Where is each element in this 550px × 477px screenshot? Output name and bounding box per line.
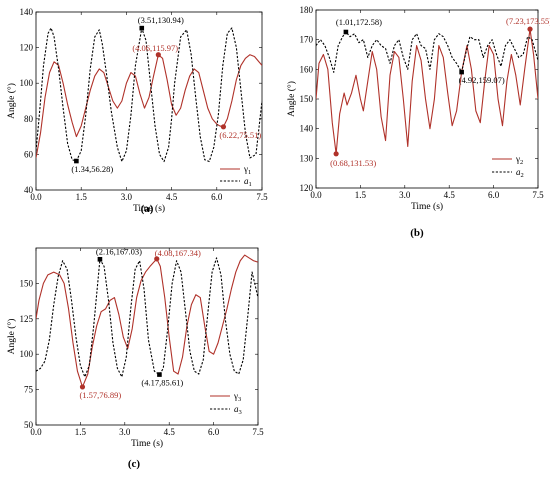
y-axis-label: Angle (°) <box>6 319 17 355</box>
x-tick-label: 7.5 <box>252 427 264 437</box>
legend-entry: a3 <box>234 404 242 416</box>
annotation-label: (4.17,85.61) <box>141 378 183 388</box>
chart-panel-a: 0.0 1.5 3.0 4.5 6.0 7.5 40 60 80 100 120 140 Time (s… <box>6 7 268 215</box>
y-tick-label: 80 <box>24 114 34 124</box>
y-axis-label: Angle (°) <box>286 81 297 117</box>
panel-caption: (c) <box>128 458 141 470</box>
annotation-label: (6.22,75.51) <box>219 130 261 140</box>
x-tick-label: 6.0 <box>208 427 220 437</box>
annotation-marker <box>220 124 227 130</box>
x-tick-label: 3.0 <box>121 192 133 202</box>
annotation-label: (2.16,167.03) <box>96 246 142 256</box>
plot-frame <box>35 11 263 191</box>
y-tick-label: 170 <box>300 35 314 45</box>
annotation-marker <box>527 26 533 32</box>
annotation-label: (7.23,173.55) <box>506 16 550 26</box>
y-tick-label: 50 <box>24 420 34 430</box>
annotation-marker <box>157 372 162 377</box>
y-tick-label: 75 <box>24 385 34 395</box>
series-line-γ3 <box>36 254 258 388</box>
x-tick-label: 4.5 <box>166 192 178 202</box>
annotation-marker <box>343 29 349 35</box>
annotation-label: (3.51,130.94) <box>138 15 184 25</box>
x-tick-label: 0.0 <box>30 427 42 437</box>
annotation-label: (4.92,159.07) <box>459 75 505 85</box>
y-tick-label: 150 <box>20 278 34 288</box>
x-tick-label: 1.5 <box>355 190 367 200</box>
panel-caption: (a) <box>141 203 154 215</box>
y-tick-label: 40 <box>24 185 34 195</box>
x-axis-label: Time (s) <box>411 201 443 212</box>
y-tick-label: 125 <box>20 314 34 324</box>
x-tick-label: 0.0 <box>310 190 322 200</box>
x-axis-label: Time (s) <box>133 203 165 214</box>
annotation-marker <box>139 25 145 31</box>
annotation-label: (0.68,131.53) <box>330 158 376 168</box>
y-tick-label: 60 <box>24 149 34 159</box>
chart-panel-c: 0.0 1.5 3.0 4.5 6.0 7.5 50 75 100 125 150 Time (s) A… <box>6 246 264 470</box>
legend-entry: γ1 <box>243 164 251 176</box>
series-line-a3 <box>36 257 258 378</box>
x-tick-label: 7.5 <box>256 192 268 202</box>
y-tick-label: 160 <box>300 64 314 74</box>
annotation-label: (1.01,172.58) <box>336 17 382 27</box>
x-axis-label: Time (s) <box>131 438 163 449</box>
annotation-marker <box>79 384 86 390</box>
annotation-marker <box>155 52 161 58</box>
panel-caption: (b) <box>410 227 424 239</box>
legend-entry: γ2 <box>515 154 523 166</box>
series-group <box>36 254 258 388</box>
series-line-γ2 <box>316 28 538 155</box>
x-tick-label: 4.5 <box>164 427 176 437</box>
series-group <box>36 27 262 163</box>
y-tick-label: 100 <box>20 78 34 88</box>
y-tick-label: 150 <box>300 94 314 104</box>
legend-entry: a2 <box>516 167 524 179</box>
y-tick-label: 140 <box>300 124 314 134</box>
x-tick-label: 6.0 <box>488 190 500 200</box>
series-line-a2 <box>316 31 538 73</box>
annotation-marker <box>333 151 339 157</box>
y-axis-label: Angle (°) <box>6 83 17 119</box>
y-tick-label: 180 <box>300 5 314 15</box>
legend-entry: γ3 <box>233 391 241 403</box>
y-tick-label: 140 <box>20 7 34 17</box>
annotation-label: (4.06,115.97) <box>132 43 178 53</box>
annotation-marker <box>97 256 103 262</box>
annotation-label: (4.08,167.34) <box>155 248 201 258</box>
x-tick-label: 0.0 <box>30 192 42 202</box>
series-group <box>316 28 538 155</box>
x-tick-label: 6.0 <box>211 192 223 202</box>
annotation-label: (1.34,56.28) <box>71 164 113 174</box>
x-tick-label: 1.5 <box>76 192 88 202</box>
x-tick-label: 4.5 <box>444 190 456 200</box>
y-tick-label: 100 <box>20 349 34 359</box>
chart-panel-b: 0.0 1.5 3.0 4.5 6.0 7.5 120 130 140 150 160 170 180 T… <box>286 5 550 239</box>
y-tick-label: 120 <box>20 43 34 53</box>
y-tick-label: 120 <box>300 183 314 193</box>
annotation-label: (1.57,76.89) <box>79 390 121 400</box>
plot-frame <box>35 247 259 426</box>
annotation-marker <box>74 158 79 164</box>
x-tick-label: 7.5 <box>532 190 544 200</box>
legend-entry: a1 <box>244 176 252 188</box>
x-tick-label: 3.0 <box>119 427 131 437</box>
annotation-marker <box>459 69 464 75</box>
x-tick-label: 3.0 <box>399 190 411 200</box>
series-line-γ1 <box>36 54 262 159</box>
y-tick-label: 130 <box>300 153 314 163</box>
x-tick-label: 1.5 <box>75 427 87 437</box>
annotation-marker <box>154 256 160 262</box>
